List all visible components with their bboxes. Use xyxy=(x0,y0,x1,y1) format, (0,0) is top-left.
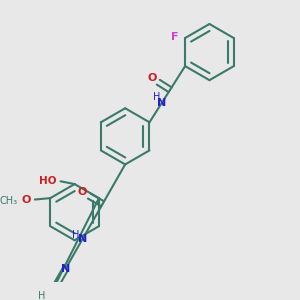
Text: N: N xyxy=(61,264,70,274)
Text: N: N xyxy=(157,98,167,108)
Text: H: H xyxy=(72,230,79,240)
Text: O: O xyxy=(21,194,31,205)
Text: H: H xyxy=(153,92,160,102)
Text: N: N xyxy=(78,234,87,244)
Text: O: O xyxy=(148,74,157,83)
Text: CH₃: CH₃ xyxy=(0,196,18,206)
Text: F: F xyxy=(171,32,178,42)
Text: HO: HO xyxy=(39,176,56,186)
Text: H: H xyxy=(38,291,46,300)
Text: O: O xyxy=(78,187,87,197)
